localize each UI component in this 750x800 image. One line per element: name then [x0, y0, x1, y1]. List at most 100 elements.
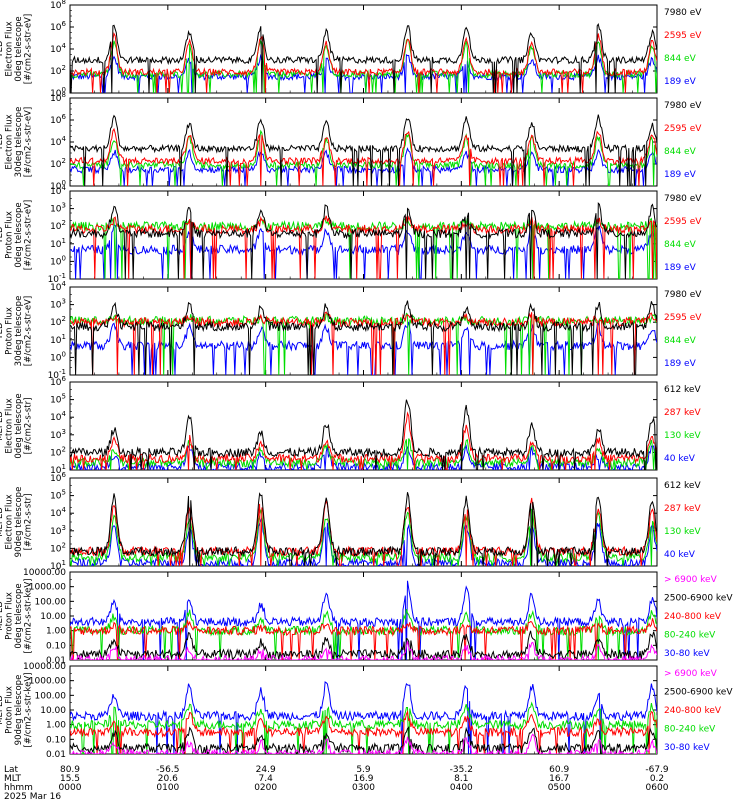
y-tick-label: 10000.00: [23, 568, 66, 578]
series-line: [70, 320, 657, 375]
legend-entry: 2595 eV: [664, 313, 702, 323]
x-tick-label: 7.4: [259, 774, 274, 784]
y-tick-label: 104: [50, 410, 66, 423]
series-line: [70, 54, 657, 93]
x-tick-label: 0.2: [650, 774, 664, 784]
y-axis-label: TEDProton Flux0deg telescope[#/cm2-s-str…: [0, 200, 33, 270]
x-tick-label: 16.7: [549, 774, 569, 784]
legend-entry: 130 keV: [664, 527, 701, 537]
series-line: [70, 127, 657, 186]
y-tick-label: 100: [50, 254, 66, 267]
y-tick-label: 102: [50, 219, 66, 232]
y-tick-label: 0.01: [46, 656, 66, 666]
series-line: [70, 32, 657, 93]
x-tick-label: -35.2: [450, 765, 473, 775]
legend-entry: 2500-6900 keV: [664, 594, 733, 604]
series-line: [70, 22, 657, 93]
legend-entry: 30-80 keV: [664, 743, 710, 753]
x-tick-label: 5.9: [356, 765, 371, 775]
x-row-label: Lat: [4, 765, 19, 775]
legend-entry: 30-80 keV: [664, 649, 710, 659]
series-line: [70, 497, 657, 566]
y-tick-label: 104: [50, 42, 66, 55]
legend-entry: 7980 eV: [664, 101, 702, 111]
panel-7: 0.01 0.10 1.00 10.00 100.00 1000.00 10000.00ME…: [0, 568, 733, 666]
legend-entry: 189 eV: [664, 359, 697, 369]
y-tick-label: 0.10: [46, 735, 66, 745]
legend-entry: 844 eV: [664, 240, 697, 250]
y-tick-label: 0.10: [46, 641, 66, 651]
series-line: [70, 641, 657, 660]
x-tick-label: 0200: [254, 783, 277, 793]
y-tick-label: 10.00: [40, 706, 66, 716]
x-tick-label: 0100: [156, 783, 179, 793]
y-tick-label: 102: [50, 157, 66, 170]
series-line: [70, 681, 657, 754]
y-tick-label: 103: [50, 298, 66, 311]
y-tick-label: 102: [50, 64, 66, 77]
legend-entry: 189 eV: [664, 77, 697, 87]
series-line: [70, 312, 657, 375]
y-tick-label: 104: [50, 135, 66, 148]
series-line: [70, 630, 657, 660]
y-tick-label: 102: [50, 541, 66, 554]
y-tick-label: 108: [50, 0, 66, 11]
y-tick-label: 1.00: [46, 627, 66, 637]
series-line: [70, 508, 657, 566]
y-tick-label: 104: [50, 506, 66, 519]
series-line: [70, 38, 657, 93]
legend-entry: 287 keV: [664, 408, 701, 418]
x-tick-label: 24.9: [256, 765, 276, 775]
y-axis-label: TEDElectron Flux0deg telescope[#/cm2-s-s…: [0, 14, 33, 84]
legend-entry: 240-800 keV: [664, 706, 722, 716]
legend-entry: 189 eV: [664, 170, 697, 180]
x-tick-label: 16.9: [353, 774, 373, 784]
y-axis-label: MEPEDElectron Flux0deg telescope[#/cm2-s…: [0, 393, 33, 458]
x-tick-label: 15.5: [60, 774, 80, 784]
legend-entry: 612 keV: [664, 481, 701, 491]
legend-entry: 2595 eV: [664, 124, 702, 134]
x-tick-label: 0000: [59, 783, 82, 793]
series-line: [70, 733, 657, 754]
series-line: [70, 216, 657, 279]
legend-entry: 40 keV: [664, 550, 696, 560]
y-tick-label: 101: [50, 237, 66, 250]
x-tick-label: 20.6: [158, 774, 178, 784]
y-axis-label: MEPEDProton Flux90deg telescope[#/cm2-s-…: [0, 673, 33, 748]
panel-frame: [69, 571, 658, 661]
legend-entry: 2595 eV: [664, 217, 702, 227]
y-tick-label: 1000.00: [29, 583, 66, 593]
series-line: [70, 701, 657, 754]
x-tick-label: 8.1: [454, 774, 468, 784]
series-line: [70, 618, 657, 660]
y-tick-label: 100.00: [35, 597, 67, 607]
series-line: [70, 129, 657, 186]
series-line: [70, 710, 657, 754]
legend-entry: 40 keV: [664, 454, 696, 464]
y-tick-label: 105: [50, 393, 66, 406]
x-tick-label: 0500: [548, 783, 571, 793]
legend-entry: 130 keV: [664, 431, 701, 441]
y-tick-label: 10000.00: [23, 662, 66, 672]
y-axis-label: TEDElectron Flux30deg telescope[#/cm2-s-…: [0, 107, 33, 178]
y-tick-label: 103: [50, 202, 66, 215]
y-tick-label: 102: [50, 315, 66, 328]
y-axis-label: MEPEDProton Flux0deg telescope[#/cm2-s-s…: [0, 579, 33, 654]
legend-entry: 7980 eV: [664, 8, 702, 18]
legend-entry: 2595 eV: [664, 31, 702, 41]
y-tick-label: 100: [50, 350, 66, 363]
x-row-label: hhmm: [4, 783, 33, 793]
y-tick-label: 103: [50, 524, 66, 537]
x-row-label: MLT: [4, 774, 22, 784]
series-line: [70, 492, 657, 566]
panel-8: 0.01 0.10 1.00 10.00 100.00 1000.00 10000.00ME…: [0, 662, 733, 760]
legend-entry: 612 keV: [664, 385, 701, 395]
y-tick-label: 10.00: [40, 612, 66, 622]
y-tick-label: 101: [50, 333, 66, 346]
y-tick-label: 103: [50, 428, 66, 441]
x-tick-label: -56.5: [156, 765, 179, 775]
